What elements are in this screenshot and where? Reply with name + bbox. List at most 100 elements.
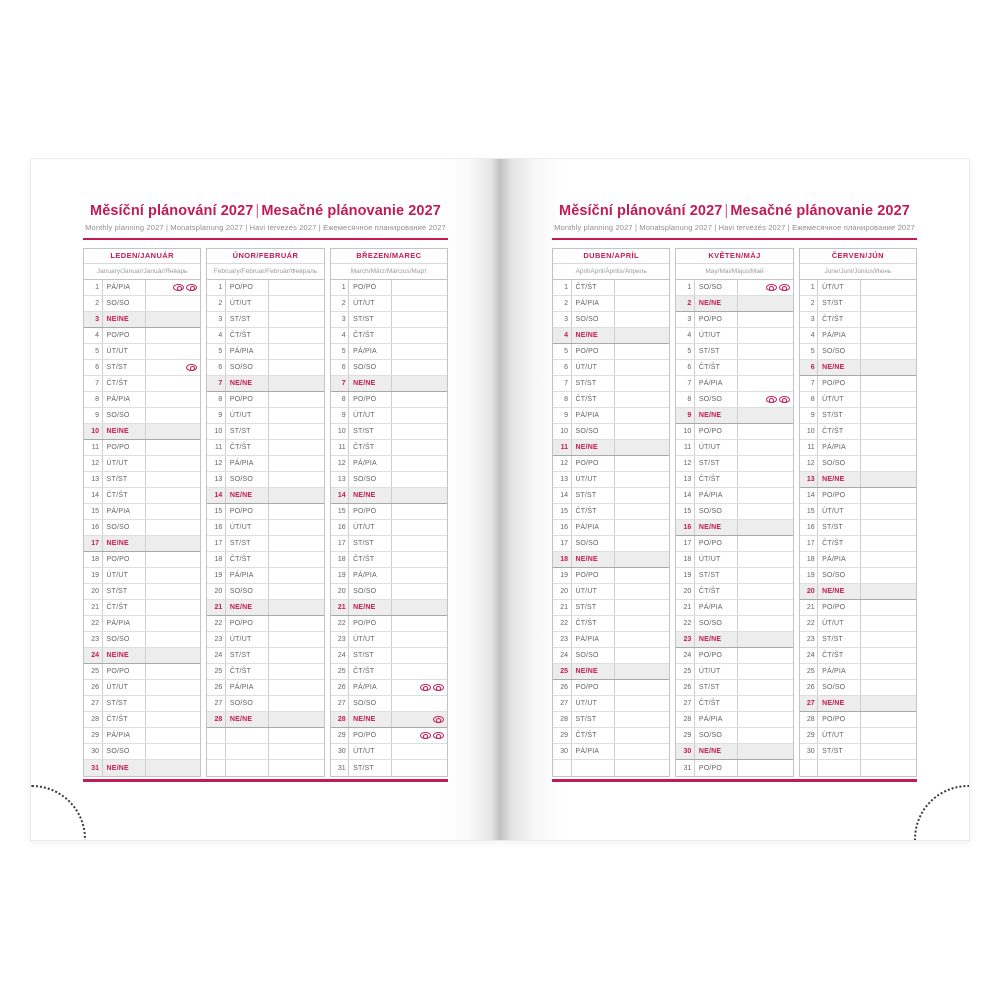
day-row: 14 PÁ/PIA <box>676 488 793 504</box>
day-number: 22 <box>553 616 572 631</box>
day-row: 15 ÚT/UT <box>799 504 916 520</box>
notes-cell <box>269 680 324 695</box>
notes-cell <box>146 424 201 439</box>
day-number: 18 <box>84 552 103 567</box>
day-label: ST/ST <box>695 568 738 583</box>
day-label: ÚT/UT <box>349 744 393 759</box>
day-row: 18 ČT/ŠT <box>330 552 447 568</box>
notes-cell <box>861 744 916 759</box>
notes-cell <box>861 408 916 423</box>
day-number: 6 <box>331 360 350 375</box>
notes-cell <box>392 760 447 776</box>
day-label: PÁ/PIA <box>226 568 269 583</box>
day-row: 1 ÚT/UT <box>799 280 916 296</box>
day-number: 3 <box>84 312 103 327</box>
day-number: 17 <box>207 536 226 551</box>
corner-perforation-dots <box>914 785 969 840</box>
notes-cell <box>738 712 793 727</box>
day-row: 25 ÚT/UT <box>676 664 793 680</box>
day-row: 3 SO/SO <box>553 312 670 328</box>
notes-cell <box>861 536 916 551</box>
notes-cell <box>861 312 916 327</box>
month-name-label: ÚNOR/FEBRUÁR <box>207 249 324 264</box>
notes-cell <box>146 728 201 743</box>
day-row: 1 PÁ/PIA <box>84 280 201 296</box>
day-label: PO/PO <box>818 376 862 391</box>
notes-cell <box>861 376 916 391</box>
day-row: 9 ÚT/UT <box>330 408 447 424</box>
notes-cell <box>738 584 793 599</box>
day-number: 6 <box>676 360 695 375</box>
day-number <box>800 760 819 776</box>
day-row: 6 ST/ST <box>84 360 201 376</box>
notes-cell <box>269 616 324 631</box>
notes-cell <box>738 520 793 535</box>
day-number: 21 <box>84 600 103 615</box>
day-number: 10 <box>207 424 226 439</box>
day-row: 29 ÚT/UT <box>799 728 916 744</box>
day-label: ČT/ŠT <box>103 600 146 615</box>
page-title-slovak: Mesačné plánovanie 2027 <box>261 203 441 219</box>
notes-cell <box>738 408 793 423</box>
holiday-marker-icon <box>173 284 185 291</box>
notes-cell <box>615 344 670 359</box>
notes-cell <box>861 440 916 455</box>
day-number: 15 <box>800 504 819 519</box>
notes-cell <box>861 392 916 407</box>
day-row: 4 PÁ/PIA <box>799 328 916 344</box>
day-label: ÚT/UT <box>103 344 146 359</box>
day-number: 8 <box>84 392 103 407</box>
notes-cell <box>392 664 447 679</box>
day-number: 15 <box>676 504 695 519</box>
day-number: 11 <box>676 440 695 455</box>
day-number: 19 <box>800 568 819 583</box>
notes-cell <box>861 296 916 311</box>
notes-cell <box>615 632 670 647</box>
corner-perforation-dots <box>31 785 86 840</box>
day-label: ST/ST <box>572 712 615 727</box>
day-number: 4 <box>800 328 819 343</box>
day-row: 31 PO/PO <box>676 760 792 776</box>
day-number: 3 <box>676 312 695 327</box>
month-languages-label: June/Juni/Június/Июнь <box>799 264 916 280</box>
day-row-sunday: 17 NE/NE <box>84 536 201 552</box>
notes-cell <box>146 584 201 599</box>
page-title-czech: Měsíční plánování 2027 <box>559 203 723 219</box>
day-label: ST/ST <box>818 408 862 423</box>
notes-cell <box>392 696 447 711</box>
notes-cell <box>146 408 201 423</box>
notes-cell <box>615 744 670 759</box>
day-number: 16 <box>676 520 695 535</box>
day-row: 24 ST/ST <box>207 648 324 664</box>
day-label: PÁ/PIA <box>103 616 146 631</box>
notes-cell <box>861 584 916 599</box>
day-number: 10 <box>800 424 819 439</box>
day-row: 13 SO/SO <box>207 472 324 488</box>
day-label: ÚT/UT <box>572 584 615 599</box>
day-number: 26 <box>800 680 819 695</box>
day-label: PÁ/PIA <box>103 504 146 519</box>
day-label: PO/PO <box>695 648 738 663</box>
day-row: 4 PO/PO <box>84 328 201 344</box>
page-subtitle: Monthly planning 2027 | Monatsplanung 20… <box>554 223 915 232</box>
notes-cell <box>615 456 670 471</box>
day-row: 18 ČT/ŠT <box>207 552 324 568</box>
notes-cell <box>861 648 916 663</box>
day-number: 11 <box>800 440 819 455</box>
day-number: 1 <box>331 280 350 295</box>
month-languages-label: February/Februar/Február/Февраль <box>207 264 324 280</box>
day-number: 8 <box>207 392 226 407</box>
day-row: 7 ČT/ŠT <box>84 376 201 392</box>
day-label: PO/PO <box>349 728 393 743</box>
notes-cell <box>146 648 201 663</box>
day-number: 8 <box>331 392 350 407</box>
day-number: 19 <box>553 568 572 583</box>
day-row: 5 PÁ/PIA <box>207 344 324 360</box>
day-row: 26 PÁ/PIA <box>207 680 324 696</box>
day-number: 29 <box>676 728 695 743</box>
day-row: 20 SO/SO <box>207 584 324 600</box>
day-row: 8 ÚT/UT <box>799 392 916 408</box>
day-row: 4 ČT/ŠT <box>207 328 324 344</box>
notes-cell <box>861 472 916 487</box>
day-row: 20 ÚT/UT <box>553 584 670 600</box>
